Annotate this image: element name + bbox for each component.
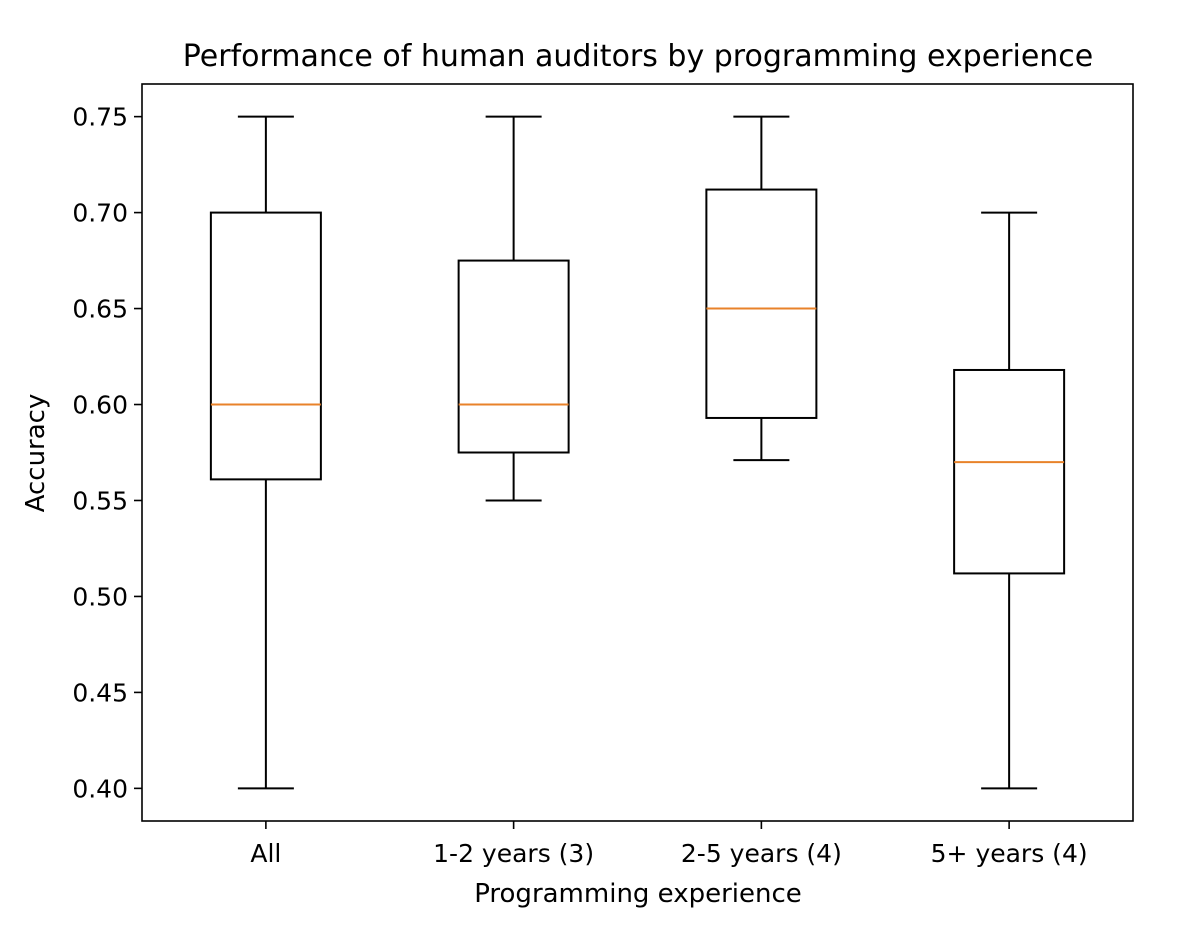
x-axis-ticks: All 1-2 years (3) 2-5 years (4) 5+ years (4… — [250, 821, 1088, 868]
box-group-2 — [705, 115, 818, 462]
y-tick-label: 0.75 — [72, 103, 128, 132]
chart-title: Performance of human auditors by program… — [183, 39, 1094, 74]
iqr-box — [705, 188, 818, 419]
iqr-box — [457, 259, 570, 454]
y-axis-label: Accuracy — [21, 394, 51, 513]
y-tick-label: 0.60 — [72, 391, 128, 420]
plot-area — [209, 115, 1066, 790]
y-axis-ticks: 0.40 0.45 0.50 0.55 0.60 0.65 0.70 0.75 — [72, 103, 142, 803]
x-tick-label: All — [250, 839, 281, 868]
y-tick-label: 0.65 — [72, 295, 128, 324]
x-tick-label: 1-2 years (3) — [433, 839, 594, 868]
box-group-0 — [209, 115, 322, 790]
y-tick-label: 0.40 — [72, 774, 128, 803]
y-tick-label: 0.45 — [72, 678, 128, 707]
box-group-1 — [457, 115, 570, 502]
x-axis-label: Programming experience — [474, 879, 802, 909]
y-tick-label: 0.50 — [72, 582, 128, 611]
x-tick-label: 5+ years (4) — [931, 839, 1088, 868]
iqr-box — [953, 368, 1066, 575]
x-tick-label: 2-5 years (4) — [681, 839, 842, 868]
box-group-3 — [953, 211, 1066, 790]
y-tick-label: 0.70 — [72, 199, 128, 228]
iqr-box — [209, 211, 322, 481]
y-tick-label: 0.55 — [72, 486, 128, 515]
axes-frame — [141, 83, 1134, 822]
